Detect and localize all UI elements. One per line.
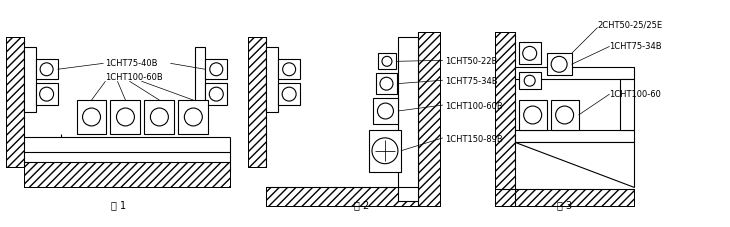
Bar bbox=[23, 47, 36, 112]
Bar bbox=[495, 32, 515, 206]
Circle shape bbox=[40, 63, 53, 76]
Circle shape bbox=[39, 87, 53, 101]
Circle shape bbox=[210, 63, 223, 76]
Bar bbox=[248, 37, 266, 167]
Text: 1CHT150-89B: 1CHT150-89B bbox=[445, 135, 502, 144]
Circle shape bbox=[380, 77, 393, 90]
Bar bbox=[205, 59, 227, 79]
Circle shape bbox=[382, 56, 392, 66]
Bar bbox=[196, 47, 205, 112]
Bar bbox=[77, 100, 107, 134]
Circle shape bbox=[82, 108, 101, 126]
Bar bbox=[378, 53, 396, 69]
Bar bbox=[266, 187, 418, 206]
Bar bbox=[145, 100, 174, 134]
Bar bbox=[248, 37, 266, 167]
Text: 1CHT75-34B: 1CHT75-34B bbox=[610, 42, 662, 51]
Bar bbox=[6, 37, 23, 167]
Text: 1CHT100-60: 1CHT100-60 bbox=[610, 90, 661, 99]
Bar bbox=[266, 47, 278, 112]
Bar bbox=[23, 162, 230, 187]
Text: 1CHT100-60B: 1CHT100-60B bbox=[445, 102, 502, 111]
Circle shape bbox=[551, 56, 567, 72]
Bar bbox=[278, 59, 300, 79]
Bar bbox=[36, 83, 58, 105]
Bar bbox=[519, 100, 547, 130]
Bar bbox=[515, 130, 634, 142]
Bar bbox=[418, 32, 440, 206]
Circle shape bbox=[556, 106, 574, 124]
Text: 图 1: 图 1 bbox=[111, 200, 126, 210]
Bar bbox=[519, 72, 541, 89]
Bar bbox=[620, 79, 634, 130]
Circle shape bbox=[185, 108, 202, 126]
Bar bbox=[519, 42, 541, 64]
Circle shape bbox=[150, 108, 169, 126]
Text: 2CHT50-25/25E: 2CHT50-25/25E bbox=[598, 20, 663, 30]
Bar bbox=[418, 32, 440, 206]
Circle shape bbox=[372, 138, 398, 164]
Bar bbox=[110, 100, 140, 134]
Circle shape bbox=[283, 63, 296, 76]
Text: 1CHT75-34B: 1CHT75-34B bbox=[445, 77, 497, 86]
Bar bbox=[36, 59, 58, 79]
Text: 1CHT50-22B: 1CHT50-22B bbox=[445, 57, 497, 66]
Text: 1CHT75-40B: 1CHT75-40B bbox=[106, 59, 158, 68]
Bar bbox=[495, 189, 634, 206]
Bar bbox=[495, 189, 634, 206]
Circle shape bbox=[210, 87, 223, 101]
Bar bbox=[547, 53, 572, 75]
Bar bbox=[266, 187, 418, 206]
Bar bbox=[398, 37, 418, 201]
Circle shape bbox=[117, 108, 134, 126]
Bar bbox=[205, 83, 227, 105]
Text: 图 3: 图 3 bbox=[557, 200, 572, 210]
Circle shape bbox=[523, 106, 542, 124]
Bar bbox=[550, 100, 579, 130]
Bar bbox=[278, 83, 300, 105]
Text: 图 2: 图 2 bbox=[354, 200, 369, 210]
Bar bbox=[23, 162, 230, 187]
Circle shape bbox=[283, 87, 296, 101]
Bar bbox=[6, 37, 23, 167]
Circle shape bbox=[524, 75, 535, 86]
Circle shape bbox=[377, 103, 393, 119]
Bar bbox=[495, 32, 515, 206]
Polygon shape bbox=[515, 142, 634, 187]
Bar bbox=[376, 73, 397, 94]
Text: 1CHT100-60B: 1CHT100-60B bbox=[106, 73, 164, 82]
Bar bbox=[369, 130, 401, 172]
Circle shape bbox=[523, 46, 537, 60]
Bar bbox=[373, 98, 398, 124]
Bar bbox=[515, 67, 634, 79]
Bar bbox=[178, 100, 208, 134]
